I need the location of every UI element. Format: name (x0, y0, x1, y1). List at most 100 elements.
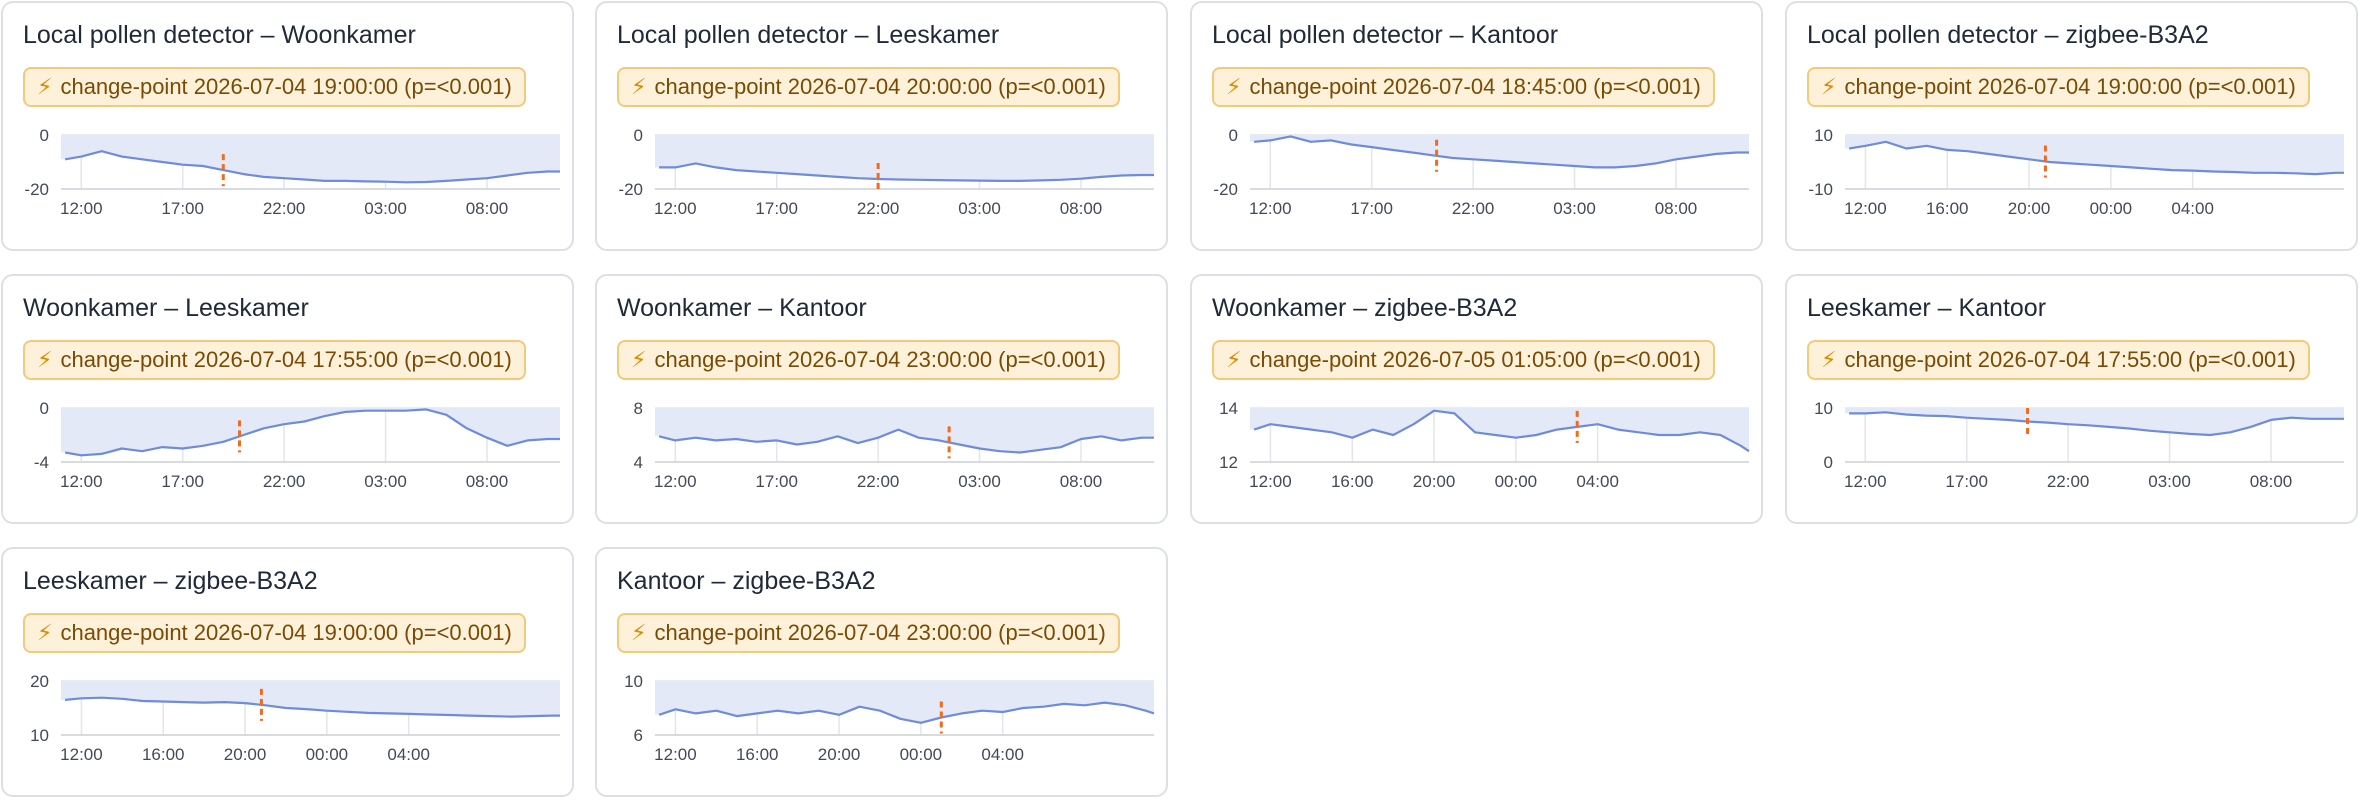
series-line (64, 408, 560, 457)
series-line (1848, 140, 2344, 176)
series-area (1845, 408, 2344, 435)
series-line (64, 696, 560, 718)
change-point-badge: ⚡ change-point 2026-07-04 17:55:00 (p=<0.… (23, 340, 526, 380)
lightning-icon: ⚡ (1226, 74, 1242, 99)
x-tick-label: 03:00 (958, 199, 1001, 218)
chart-title: Woonkamer – zigbee-B3A2 (1212, 294, 1518, 322)
series-line (658, 701, 1155, 724)
series-area (655, 681, 1154, 723)
series-area (61, 135, 560, 183)
y-tick-label: 0 (40, 126, 49, 145)
chart-plot: 12:00 17:00 22:00 03:00 08:00 0 -20 (24, 126, 560, 218)
chart-card: Woonkamer – zigbee-B3A2 ⚡ change-point 202… (1190, 274, 1763, 524)
x-tick-label: 04:00 (1576, 472, 1619, 491)
series-area (1845, 135, 2344, 175)
change-point-label: change-point 2026-07-04 18:45:00 (p=<0.0… (1249, 74, 1701, 99)
change-point-label: change-point 2026-07-04 17:55:00 (p=<0.0… (60, 347, 512, 372)
y-tick-label: 20 (30, 672, 49, 691)
change-point-badge: ⚡ change-point 2026-07-05 01:05:00 (p=<0.… (1212, 340, 1715, 380)
x-tick-label: 04:00 (2171, 199, 2214, 218)
series-line (659, 162, 1154, 182)
change-point-label: change-point 2026-07-04 23:00:00 (p=<0.0… (654, 347, 1106, 372)
x-tick-label: 22:00 (263, 199, 306, 218)
x-tick-label: 00:00 (306, 745, 349, 764)
x-tick-label: 12:00 (1844, 472, 1887, 491)
x-tick-label: 08:00 (1655, 199, 1698, 218)
x-tick-label: 22:00 (857, 472, 900, 491)
x-tick-label: 17:00 (1350, 199, 1393, 218)
chart-card: Leeskamer – Kantoor ⚡ change-point 2026-07… (1785, 274, 2358, 524)
chart-card: Kantoor – zigbee-B3A2 ⚡ change-point 2026-… (595, 547, 1168, 797)
x-tick-label: 22:00 (263, 472, 306, 491)
chart-title: Leeskamer – zigbee-B3A2 (23, 567, 318, 595)
change-point-badge: ⚡ change-point 2026-07-04 17:55:00 (p=<0.… (1807, 340, 2310, 380)
chart-card: Local pollen detector – Kantoor ⚡ change-p… (1190, 1, 1763, 251)
y-tick-label: 0 (1229, 126, 1238, 145)
y-tick-label: 10 (624, 672, 643, 691)
x-tick-label: 12:00 (1844, 199, 1887, 218)
y-tick-label: -4 (34, 453, 49, 472)
chart-card: Local pollen detector – Leeskamer ⚡ change… (595, 1, 1168, 251)
change-point-badge: ⚡ change-point 2026-07-04 23:00:00 (p=<0.… (617, 340, 1120, 380)
x-tick-label: 12:00 (60, 745, 103, 764)
lightning-icon: ⚡ (631, 347, 647, 372)
chart-title: Local pollen detector – Kantoor (1212, 21, 1559, 49)
chart-card: Local pollen detector – Woonkamer ⚡ change… (1, 1, 574, 251)
series-area (1250, 408, 1749, 452)
chart-title: Woonkamer – Leeskamer (23, 294, 309, 322)
x-tick-label: 16:00 (736, 745, 779, 764)
x-tick-label: 12:00 (654, 472, 697, 491)
change-point-badge: ⚡ change-point 2026-07-04 19:00:00 (p=<0.… (23, 613, 526, 653)
change-point-label: change-point 2026-07-04 19:00:00 (p=<0.0… (60, 74, 512, 99)
change-point-label: change-point 2026-07-04 19:00:00 (p=<0.0… (60, 620, 512, 645)
x-tick-label: 12:00 (1249, 472, 1292, 491)
series-area (61, 681, 560, 717)
x-tick-label: 16:00 (142, 745, 185, 764)
x-tick-label: 20:00 (2008, 199, 2051, 218)
chart-title: Woonkamer – Kantoor (617, 294, 867, 322)
x-tick-label: 16:00 (1926, 199, 1969, 218)
x-tick-label: 12:00 (60, 472, 103, 491)
chart-card: Leeskamer – zigbee-B3A2 ⚡ change-point 202… (1, 547, 574, 797)
lightning-icon: ⚡ (1821, 74, 1837, 99)
x-tick-label: 08:00 (466, 472, 509, 491)
lightning-icon: ⚡ (37, 74, 53, 99)
x-tick-label: 20:00 (224, 745, 267, 764)
x-tick-label: 17:00 (161, 472, 204, 491)
change-point-label: change-point 2026-07-04 17:55:00 (p=<0.0… (1844, 347, 2296, 372)
x-tick-label: 08:00 (1060, 199, 1103, 218)
lightning-icon: ⚡ (1226, 347, 1242, 372)
series-area (61, 408, 560, 456)
lightning-icon: ⚡ (631, 74, 647, 99)
lightning-icon: ⚡ (631, 620, 647, 645)
chart-title: Local pollen detector – Leeskamer (617, 21, 1000, 49)
x-tick-label: 04:00 (981, 745, 1024, 764)
x-tick-label: 00:00 (2090, 199, 2133, 218)
x-tick-label: 12:00 (1249, 199, 1292, 218)
series-line (1253, 409, 1750, 453)
chart-plot: 12:00 17:00 22:00 03:00 08:00 0 -20 (1213, 126, 1749, 218)
chart-plot: 12:00 16:00 20:00 00:00 04:00 10 -10 (1808, 126, 2344, 218)
x-tick-label: 22:00 (1452, 199, 1495, 218)
y-tick-label: 10 (1814, 126, 1833, 145)
x-tick-label: 03:00 (364, 472, 407, 491)
x-tick-label: 17:00 (1945, 472, 1988, 491)
x-tick-label: 16:00 (1331, 472, 1374, 491)
y-tick-label: 0 (40, 399, 49, 418)
chart-plot: 12:00 16:00 20:00 00:00 04:00 20 10 (30, 672, 560, 764)
change-point-badge: ⚡ change-point 2026-07-04 19:00:00 (p=<0.… (23, 67, 526, 107)
chart-title: Local pollen detector – Woonkamer (23, 21, 416, 49)
y-tick-label: -20 (24, 180, 49, 199)
chart-plot: 12:00 17:00 22:00 03:00 08:00 0 -20 (618, 126, 1154, 218)
lightning-icon: ⚡ (37, 620, 53, 645)
chart-card: Woonkamer – Kantoor ⚡ change-point 2026-07… (595, 274, 1168, 524)
x-tick-label: 08:00 (466, 199, 509, 218)
change-point-label: change-point 2026-07-04 19:00:00 (p=<0.0… (1844, 74, 2296, 99)
series-line (1254, 135, 1749, 169)
series-area (1250, 135, 1749, 168)
x-tick-label: 17:00 (161, 199, 204, 218)
chart-plot: 12:00 17:00 22:00 03:00 08:00 0 -4 (34, 399, 560, 491)
x-tick-label: 08:00 (1060, 472, 1103, 491)
y-tick-label: 12 (1219, 453, 1238, 472)
